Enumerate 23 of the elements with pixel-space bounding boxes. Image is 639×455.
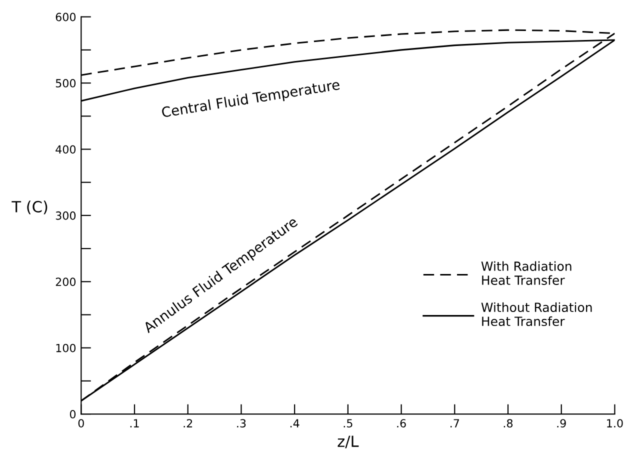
x-tick-label: .7 — [450, 419, 459, 428]
y-tick-label: 200 — [56, 278, 76, 286]
y-tick-label: 0 — [70, 410, 76, 418]
y-tick-label: 300 — [56, 211, 76, 220]
x-tick-label: .5 — [344, 419, 352, 428]
x-tick-label: .2 — [184, 419, 192, 428]
y-axis-title: T (C) — [12, 200, 48, 214]
x-tick-label: .9 — [557, 419, 566, 428]
legend-label: Without Radiation Heat Transfer — [481, 302, 592, 326]
x-tick-label: .8 — [504, 419, 513, 428]
y-tick-label: 100 — [56, 344, 76, 352]
x-tick-label: .6 — [397, 419, 406, 428]
x-tick-label: 0 — [78, 419, 84, 428]
x-tick-label: .1 — [130, 419, 139, 428]
y-tick-label: 400 — [56, 145, 76, 154]
y-tick-label: 600 — [56, 12, 76, 22]
x-tick-label: .4 — [290, 419, 300, 428]
x-tick-label: 1.0 — [607, 419, 623, 428]
x-tick-label: .3 — [237, 419, 246, 428]
annotation: Central Fluid Temperature — [161, 78, 340, 120]
x-axis-title: z/L — [338, 436, 359, 448]
y-tick-label: 500 — [56, 79, 76, 88]
legend-label: With Radiation Heat Transfer — [481, 261, 572, 285]
